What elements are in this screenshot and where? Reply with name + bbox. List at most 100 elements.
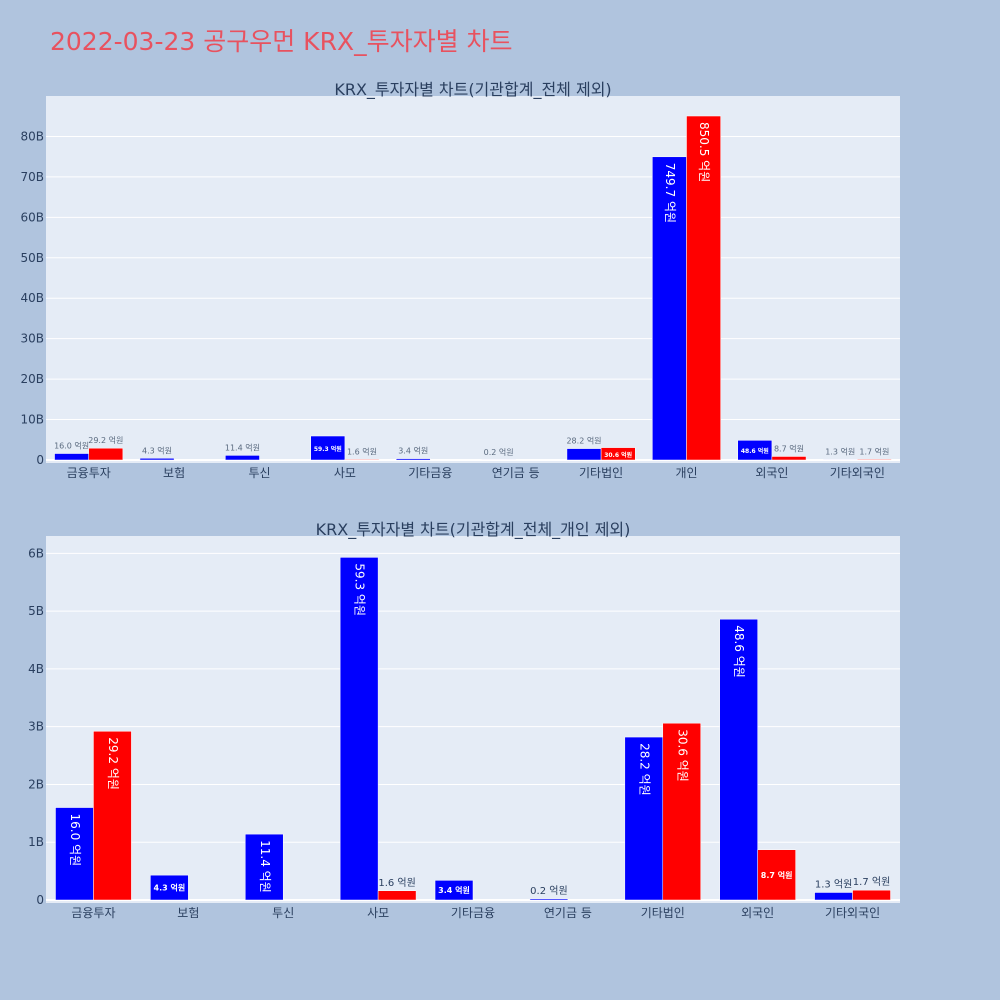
bar bbox=[600, 447, 636, 461]
bar bbox=[757, 849, 796, 901]
data-label: 850.5 억원 bbox=[697, 122, 711, 182]
y-tick-label: 50B bbox=[20, 251, 44, 265]
bar bbox=[529, 898, 569, 901]
y-tick-label: 80B bbox=[20, 129, 44, 143]
bar bbox=[822, 459, 858, 461]
bar bbox=[377, 890, 417, 901]
data-label: 1.7 억원 bbox=[853, 876, 890, 888]
bar bbox=[150, 874, 189, 901]
data-label: 29.2 억원 bbox=[106, 737, 120, 790]
data-label: 59.3 억원 bbox=[314, 445, 342, 453]
data-label: 16.0 억원 bbox=[68, 814, 82, 867]
data-label: 1.3 억원 bbox=[815, 878, 852, 890]
x-tick-label: 투신 bbox=[248, 466, 270, 480]
data-label: 16.0 억원 bbox=[54, 441, 89, 451]
x-tick-label: 기타금융 bbox=[451, 906, 495, 920]
x-tick-label: 사모 bbox=[334, 466, 356, 480]
data-label: 0.2 억원 bbox=[484, 447, 514, 457]
bar bbox=[566, 448, 602, 461]
x-tick-label: 기타외국인 bbox=[825, 906, 880, 920]
chart-1: 0 10B 20B 30B 40B 50B 60B 70B 80B KRX_투자자별 차트(기관합… bbox=[20, 80, 900, 480]
y-tick-label: 0 bbox=[36, 893, 44, 907]
x-tick-label: 금융투자 bbox=[71, 906, 115, 920]
data-label: 11.4 억원 bbox=[225, 442, 260, 452]
data-label: 749.7 억원 bbox=[663, 163, 677, 223]
bar bbox=[395, 458, 431, 461]
x-tick-label: 외국인 bbox=[741, 906, 774, 920]
bar bbox=[857, 459, 892, 461]
bar bbox=[88, 447, 124, 461]
bar bbox=[662, 722, 701, 901]
data-label: 4.3 억원 bbox=[154, 883, 186, 893]
bar bbox=[434, 880, 474, 901]
y-tick-label: 60B bbox=[20, 210, 44, 224]
bar bbox=[344, 459, 380, 461]
y-tick-label: 2B bbox=[28, 777, 44, 791]
y-tick-label: 5B bbox=[28, 604, 44, 618]
x-tick-label: 보험 bbox=[163, 466, 185, 480]
bar bbox=[245, 833, 284, 901]
bar bbox=[310, 435, 346, 461]
bar bbox=[814, 892, 853, 901]
bar bbox=[55, 807, 94, 901]
x-tick-label: 기타법인 bbox=[641, 906, 685, 920]
y-tick-label: 1B bbox=[28, 835, 44, 849]
page-title: 2022-03-23 공구우먼 KRX_투자자별 차트 bbox=[50, 27, 513, 56]
data-label: 1.6 억원 bbox=[378, 877, 415, 889]
x-tick-label: 금융투자 bbox=[67, 466, 111, 480]
data-label: 1.7 억원 bbox=[859, 446, 889, 456]
x-tick-label: 기타외국인 bbox=[830, 466, 885, 480]
x-tick-label: 기타법인 bbox=[579, 466, 623, 480]
bar bbox=[624, 736, 664, 901]
x-tick-label: 연기금 등 bbox=[492, 466, 540, 480]
data-label: 48.6 억원 bbox=[732, 625, 746, 678]
x-tick-label: 기타금융 bbox=[408, 466, 452, 480]
data-label: 29.2 억원 bbox=[88, 435, 123, 445]
chart-title: KRX_투자자별 차트(기관합계_전체_개인 제외) bbox=[316, 520, 631, 540]
x-tick-label: 사모 bbox=[367, 906, 389, 920]
bar bbox=[686, 115, 721, 461]
data-label: 11.4 억원 bbox=[258, 840, 272, 893]
y-tick-label: 40B bbox=[20, 291, 44, 305]
x-tick-label: 외국인 bbox=[755, 466, 788, 480]
data-label: 30.6 억원 bbox=[604, 451, 632, 459]
data-label: 28.2 억원 bbox=[637, 743, 651, 796]
bar bbox=[737, 440, 773, 461]
y-tick-label: 20B bbox=[20, 372, 44, 386]
data-label: 8.7 억원 bbox=[774, 443, 804, 453]
bar bbox=[771, 456, 807, 461]
y-tick-label: 6B bbox=[28, 546, 44, 560]
x-tick-label: 개인 bbox=[675, 466, 697, 480]
plot-area bbox=[46, 96, 900, 463]
bar bbox=[139, 458, 175, 461]
data-label: 1.3 억원 bbox=[825, 446, 855, 456]
data-label: 4.3 억원 bbox=[142, 445, 172, 455]
bar bbox=[719, 618, 758, 901]
plot-area bbox=[46, 536, 900, 903]
x-tick-label: 보험 bbox=[177, 906, 199, 920]
data-label: 3.4 억원 bbox=[398, 446, 428, 456]
y-tick-label: 10B bbox=[20, 413, 44, 427]
data-label: 8.7 억원 bbox=[761, 870, 793, 880]
bar bbox=[225, 455, 260, 461]
bar bbox=[652, 156, 687, 461]
data-label: 28.2 억원 bbox=[566, 436, 601, 446]
y-tick-label: 4B bbox=[28, 662, 44, 676]
data-label: 48.6 억원 bbox=[741, 447, 769, 455]
x-tick-label: 투신 bbox=[272, 906, 294, 920]
data-label: 0.2 억원 bbox=[530, 885, 567, 897]
data-label: 30.6 억원 bbox=[675, 729, 689, 782]
chart-2: 0 1B 2B 3B 4B 5B 6B KRX_투자자별 차트(기관합계_전체_개인 제외) 금… bbox=[28, 520, 900, 920]
data-label: 59.3 억원 bbox=[353, 563, 367, 616]
x-tick-label: 연기금 등 bbox=[544, 906, 592, 920]
bar bbox=[339, 557, 379, 901]
data-label: 1.6 억원 bbox=[347, 446, 377, 456]
bar bbox=[852, 889, 891, 901]
bar bbox=[54, 453, 89, 461]
y-tick-label: 70B bbox=[20, 170, 44, 184]
y-tick-label: 3B bbox=[28, 720, 44, 734]
y-tick-label: 0 bbox=[36, 453, 44, 467]
bar bbox=[93, 731, 132, 901]
data-label: 3.4 억원 bbox=[438, 885, 470, 895]
